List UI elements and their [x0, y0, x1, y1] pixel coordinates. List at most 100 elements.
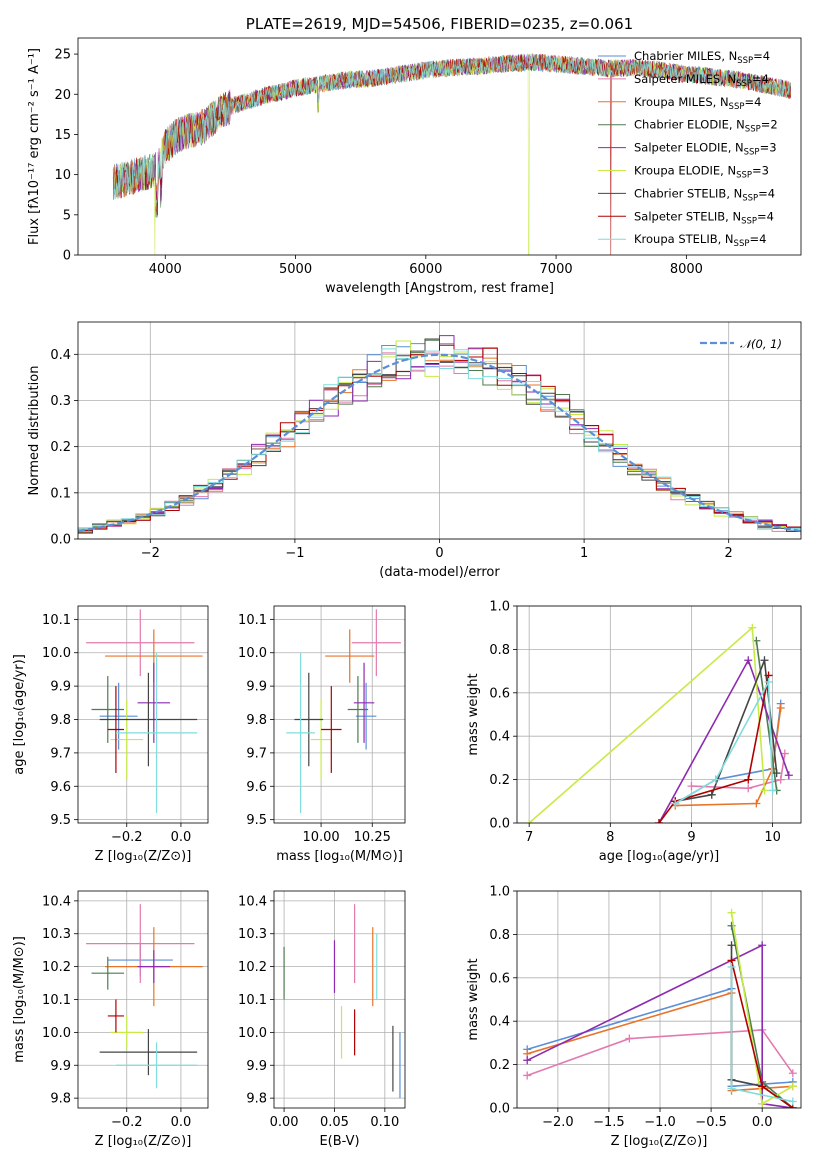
residuals-ytick-label-1: 0.1 — [50, 486, 71, 501]
mass-weight-vs-age-series-5 — [528, 626, 766, 823]
spectrum-legend-label-4: Salpeter ELODIE, N — [634, 141, 744, 155]
spectrum-legend-suffix-6: =4 — [758, 186, 775, 200]
spectrum-legend-suffix-2: =4 — [744, 95, 761, 109]
age-vs-Z-ytick-label-6: 10.1 — [42, 613, 71, 628]
mass-weight-vs-age-point-6-1 — [707, 790, 716, 799]
residuals-xtick-label-2: 0 — [435, 546, 443, 561]
mass-vs-EBV-xtick-label-0: 0.00 — [270, 1115, 299, 1130]
spectrum-ytick-label-0: 0 — [63, 249, 71, 264]
age-vs-mass-ytick-label-3: 9.8 — [246, 713, 267, 728]
spectrum-frame — [77, 37, 802, 256]
mass-weight-vs-age-ytick-label-0: 0.0 — [489, 817, 510, 832]
mass-vs-EBV-ytick-label-4: 10.2 — [238, 960, 267, 975]
mass-weight-vs-age-point-4-1 — [744, 656, 753, 665]
age-vs-Z-ytick-label-0: 9.5 — [50, 813, 71, 828]
spectrum-xtick-label-4: 8000 — [670, 262, 703, 277]
mass-weight-vs-Z-point-6-0 — [727, 941, 736, 950]
age-vs-Z-ytick-label-1: 9.6 — [50, 780, 71, 795]
mass-weight-vs-Z-point-5-1 — [758, 1099, 767, 1108]
mass-weight-vs-age-series-7 — [658, 675, 770, 823]
spectrum-legend-entry-6: Chabrier STELIB, NSSP=4 — [634, 186, 775, 203]
spectrum-legend-entry-8: Kroupa STELIB, NSSP=4 — [634, 232, 766, 249]
mass-vs-EBV-ytick-label-3: 10.1 — [238, 993, 267, 1008]
mass-weight-vs-Z-point-7-1 — [758, 1082, 767, 1091]
age-vs-Z-axes — [74, 606, 208, 827]
residuals-xtick-label-4: 2 — [725, 546, 733, 561]
spectrum-axes — [74, 53, 687, 259]
mass-weight-vs-age-ytick-label-1: 0.2 — [489, 773, 510, 788]
mass-weight-vs-age-series-3 — [755, 640, 778, 791]
spectrum-legend-suffix-5: =3 — [752, 164, 769, 178]
mass-weight-vs-Z-ylabel: mass weight — [466, 958, 481, 1040]
spectrum-legend-sub-2: SSP — [729, 102, 745, 112]
mass-weight-vs-age-point-7-0 — [655, 819, 663, 823]
spectrum-legend-suffix-0: =4 — [753, 49, 770, 63]
residuals-plot-area — [78, 335, 801, 535]
age-vs-Z-xtick-label-1: 0.0 — [171, 830, 192, 845]
mass-weight-vs-Z-point-8-2 — [788, 1097, 797, 1106]
spectrum-ytick-label-4: 20 — [54, 88, 71, 103]
spectrum-legend-sub-4: SSP — [744, 148, 760, 158]
spectrum-xtick-label-1: 5000 — [279, 262, 312, 277]
mass-weight-vs-age-ylabel: mass weight — [466, 673, 481, 755]
spectrum-line-kroupa-stelib — [112, 53, 791, 207]
mass-vs-EBV-ytick-label-5: 10.3 — [238, 927, 267, 942]
mass-weight-vs-age-xtick-label-1: 8 — [606, 830, 614, 845]
mass-vs-Z-ytick-label-2: 10.0 — [42, 1026, 71, 1041]
mass-weight-vs-age-xtick-label-0: 7 — [525, 830, 533, 845]
mass-vs-EBV-ytick-label-2: 10.0 — [238, 1026, 267, 1041]
mass-vs-EBV-ytick-label-6: 10.4 — [238, 894, 267, 909]
spectrum-ytick-label-2: 10 — [54, 168, 71, 183]
spectrum-legend-label-5: Kroupa ELODIE, N — [634, 164, 736, 178]
mass-weight-vs-Z-xtick-label-2: −1.0 — [644, 1115, 676, 1130]
residuals-ytick-label-0: 0.0 — [50, 533, 71, 548]
mass-weight-vs-Z-point-4-0 — [523, 1056, 532, 1065]
age-vs-Z-plot-area — [86, 609, 203, 813]
age-vs-mass-xlabel: mass [log₁₀(M/M⊙)] — [276, 849, 403, 864]
mass-weight-vs-age-xlabel: age [log₁₀(age/yr)] — [599, 849, 720, 864]
mass-vs-Z-xlabel: Z [log₁₀(Z/Z⊙)] — [95, 1134, 192, 1149]
mass-weight-vs-Z-ytick-label-1: 0.2 — [489, 1058, 510, 1073]
mass-vs-EBV-xtick-label-1: 0.05 — [320, 1115, 349, 1130]
mass-weight-vs-Z-xlabel: Z [log₁₀(Z/Z⊙)] — [611, 1134, 708, 1149]
mass-weight-vs-age-point-8-3 — [768, 786, 777, 795]
mass-weight-vs-Z-ytick-label-3: 0.6 — [489, 971, 510, 986]
mass-weight-vs-age-point-1-2 — [776, 775, 785, 784]
mass-vs-Z-ylabel: mass [log₁₀(M/M⊙)] — [12, 936, 27, 1063]
age-vs-mass-plot-area — [286, 609, 401, 813]
spectrum-legend-entry-4: Salpeter ELODIE, NSSP=3 — [634, 141, 777, 158]
mass-vs-EBV-xtick-label-2: 0.10 — [370, 1115, 399, 1130]
spectrum-legend-sub-7: SSP — [741, 216, 757, 226]
spectrum-legend-label-6: Chabrier STELIB, N — [634, 186, 742, 200]
mass-weight-vs-age-xtick-label-3: 10 — [764, 830, 781, 845]
mass-vs-Z-ytick-label-6: 10.4 — [42, 894, 71, 909]
spectrum-legend-entry-3: Chabrier ELODIE, NSSP=2 — [634, 118, 778, 135]
age-vs-Z-xtick-label-0: −0.2 — [111, 830, 143, 845]
residual-legend-label: 𝒩(0, 1) — [740, 337, 782, 351]
spectrum-legend-sub-5: SSP — [736, 171, 752, 181]
normal-reference-curve — [78, 353, 801, 532]
mass-weight-vs-Z-point-4-1 — [758, 941, 767, 950]
mass-vs-Z-plot-area — [86, 904, 203, 1089]
spectrum-legend-suffix-3: =2 — [761, 118, 778, 132]
mass-weight-vs-age-point-6-3 — [772, 769, 781, 778]
mass-weight-vs-Z-ytick-label-5: 1.0 — [489, 885, 510, 900]
residuals-xtick-label-0: −2 — [141, 546, 160, 561]
spectrum-legend-label-2: Kroupa MILES, N — [634, 95, 729, 109]
mass-weight-vs-Z-point-5-2 — [788, 1082, 797, 1091]
residuals-ytick-label-2: 0.2 — [50, 440, 71, 455]
residuals-ytick-label-4: 0.4 — [50, 348, 71, 363]
spectrum-ytick-label-3: 15 — [54, 128, 71, 143]
spectrum-legend-label-8: Kroupa STELIB, N — [634, 232, 734, 246]
mass-vs-EBV-plot-area — [283, 904, 401, 1099]
mass-vs-Z-axes — [74, 891, 208, 1112]
age-vs-mass-ytick-label-4: 9.9 — [246, 680, 267, 695]
mass-weight-vs-Z-point-1-0 — [523, 1071, 532, 1080]
spectrum-legend-sub-3: SSP — [745, 125, 761, 135]
residuals-xtick-label-3: 1 — [580, 546, 588, 561]
mass-vs-Z-xtick-label-0: −0.2 — [111, 1115, 143, 1130]
mass-weight-vs-age-ytick-label-5: 1.0 — [489, 600, 510, 615]
mass-weight-vs-age-point-8-0 — [671, 799, 680, 808]
